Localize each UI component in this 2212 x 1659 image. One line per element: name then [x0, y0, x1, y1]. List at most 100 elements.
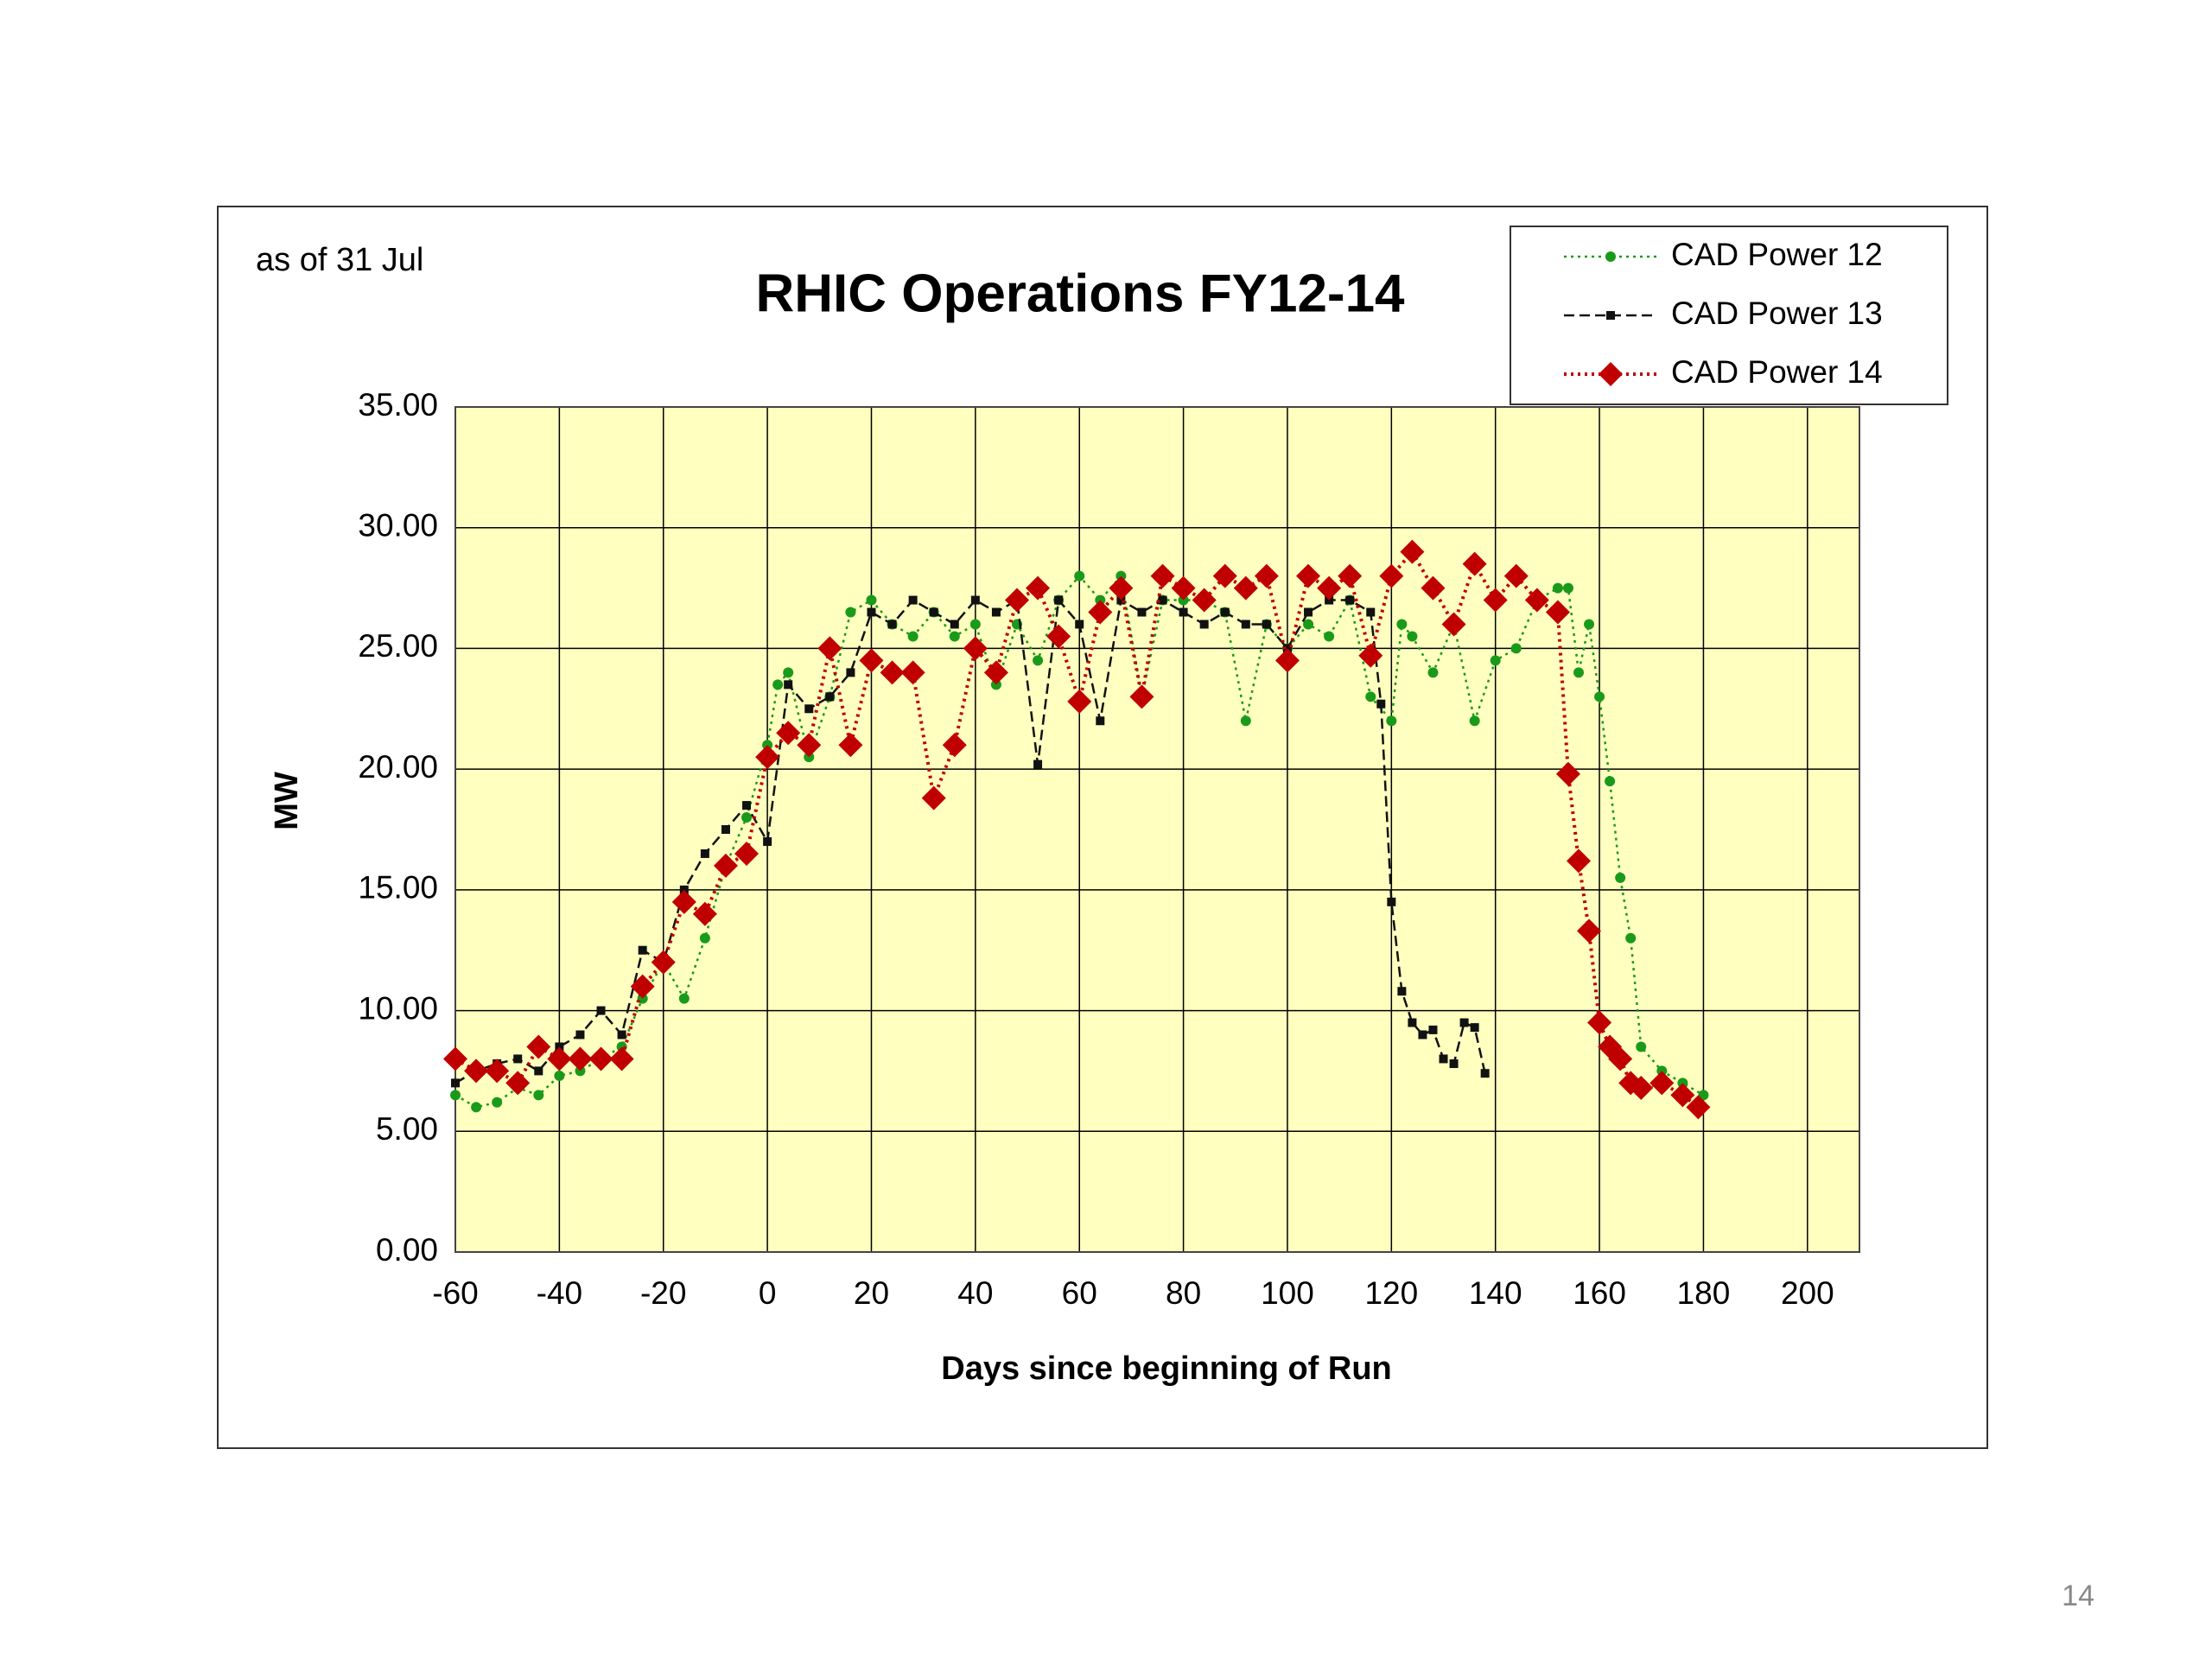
- marker: [880, 660, 905, 685]
- marker: [1033, 655, 1044, 666]
- marker: [1303, 619, 1314, 630]
- marker: [1636, 1041, 1647, 1052]
- legend-label: CAD Power 13: [1671, 296, 1883, 331]
- x-tick-label: 200: [1781, 1275, 1834, 1311]
- marker: [526, 1034, 551, 1059]
- y-tick-label: 30.00: [358, 507, 438, 543]
- marker: [1545, 600, 1570, 625]
- marker: [1418, 1030, 1427, 1039]
- marker: [464, 1058, 489, 1084]
- marker: [1096, 716, 1105, 726]
- marker: [1317, 575, 1342, 601]
- marker: [450, 1090, 461, 1101]
- x-tick-label: 140: [1469, 1275, 1522, 1311]
- marker: [763, 836, 772, 846]
- x-tick-label: 100: [1261, 1275, 1314, 1311]
- marker: [772, 679, 784, 690]
- x-tick-label: 120: [1364, 1275, 1418, 1311]
- marker: [1274, 648, 1300, 673]
- marker: [983, 660, 1008, 685]
- marker: [1555, 761, 1580, 786]
- page-number: 14: [2062, 1580, 2094, 1612]
- marker: [1441, 612, 1466, 637]
- marker: [734, 841, 760, 866]
- marker: [1503, 563, 1529, 588]
- y-tick-label: 5.00: [376, 1111, 438, 1147]
- marker: [1483, 588, 1508, 613]
- x-tick-label: 60: [1062, 1275, 1097, 1311]
- chart-title: RHIC Operations FY12-14: [755, 264, 1405, 323]
- marker: [1615, 872, 1626, 883]
- marker: [1599, 362, 1623, 386]
- marker: [866, 594, 877, 606]
- marker: [1608, 1046, 1633, 1071]
- marker: [1046, 624, 1071, 649]
- marker: [1587, 1010, 1612, 1035]
- y-axis-label: MW: [269, 772, 305, 830]
- marker: [1686, 1095, 1711, 1120]
- marker: [742, 801, 752, 810]
- x-tick-label: 80: [1166, 1275, 1201, 1311]
- marker: [1396, 619, 1408, 630]
- marker: [1490, 655, 1501, 666]
- marker: [804, 704, 814, 714]
- marker: [921, 785, 946, 810]
- marker: [713, 853, 738, 878]
- marker: [1212, 563, 1237, 588]
- marker: [699, 932, 710, 944]
- marker: [1397, 987, 1407, 996]
- marker: [1524, 588, 1549, 613]
- marker: [1075, 620, 1084, 629]
- marker: [700, 849, 709, 858]
- marker: [1573, 667, 1584, 678]
- x-tick-label: 40: [957, 1275, 993, 1311]
- marker: [1005, 588, 1029, 613]
- marker: [949, 631, 960, 642]
- marker: [1192, 588, 1217, 613]
- marker: [942, 733, 967, 758]
- marker: [1241, 620, 1250, 629]
- marker: [950, 620, 959, 629]
- marker: [1480, 1069, 1490, 1078]
- marker: [1421, 575, 1446, 601]
- marker: [1109, 575, 1134, 601]
- x-tick-label: 20: [854, 1275, 889, 1311]
- marker: [1220, 607, 1230, 617]
- marker: [900, 660, 925, 685]
- marker: [1365, 691, 1376, 702]
- marker: [1240, 715, 1251, 727]
- marker: [1408, 1018, 1417, 1027]
- marker: [534, 1066, 543, 1076]
- marker: [838, 733, 863, 758]
- y-tick-label: 35.00: [358, 387, 438, 423]
- marker: [638, 945, 647, 955]
- marker: [1584, 619, 1595, 630]
- marker: [575, 1030, 585, 1039]
- marker: [492, 1096, 503, 1108]
- x-tick-label: 0: [759, 1275, 777, 1311]
- marker: [471, 1102, 482, 1113]
- marker: [963, 636, 988, 661]
- y-tick-label: 0.00: [376, 1232, 438, 1268]
- y-tick-label: 25.00: [358, 628, 438, 664]
- marker: [513, 1054, 523, 1064]
- marker: [1629, 1075, 1654, 1100]
- marker: [588, 1046, 613, 1071]
- marker: [1366, 607, 1376, 617]
- y-tick-label: 15.00: [358, 870, 438, 906]
- marker: [755, 745, 780, 770]
- marker: [825, 692, 835, 702]
- marker: [1296, 563, 1321, 588]
- marker: [1199, 620, 1209, 629]
- marker: [692, 901, 717, 926]
- marker: [1469, 715, 1480, 727]
- marker: [1625, 932, 1637, 944]
- marker: [1449, 1059, 1459, 1069]
- marker: [1428, 1025, 1438, 1034]
- marker: [867, 607, 876, 617]
- marker: [1459, 1018, 1469, 1027]
- marker: [784, 680, 793, 690]
- marker: [1400, 539, 1425, 564]
- marker: [929, 607, 938, 617]
